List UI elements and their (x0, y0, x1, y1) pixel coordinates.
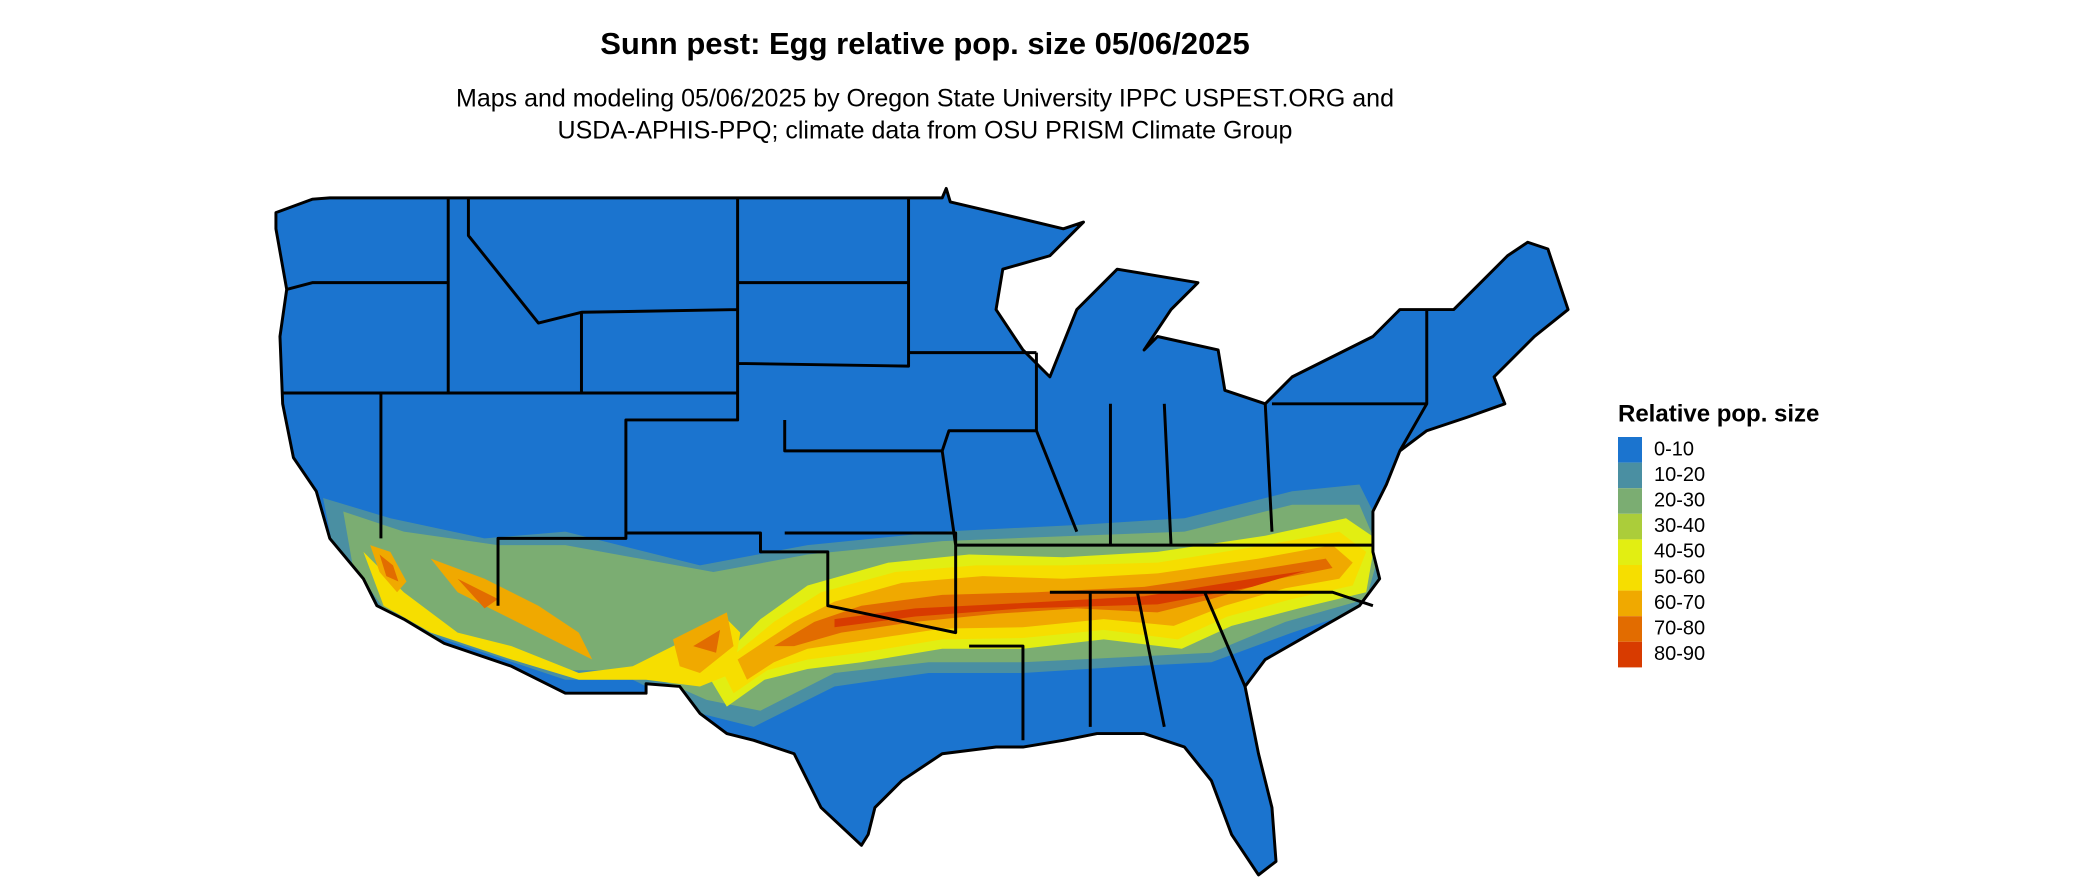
legend-swatch (1618, 590, 1642, 617)
legend-title: Relative pop. size (1618, 400, 1819, 427)
us-map (274, 186, 1570, 877)
state-borders (274, 186, 1570, 877)
legend-swatch (1618, 641, 1642, 668)
region-fill (370, 545, 734, 673)
legend-label: 40-50 (1654, 541, 1705, 563)
map-title: Sunn pest: Egg relative pop. size 05/06/… (600, 26, 1250, 61)
legend-swatch (1618, 513, 1642, 540)
legend-swatch (1618, 616, 1642, 642)
legend-label: 80-90 (1654, 643, 1705, 665)
legend-swatch (1618, 437, 1642, 463)
legend-label: 60-70 (1654, 592, 1705, 614)
region-fill (363, 551, 741, 687)
legend-swatch (1618, 539, 1642, 565)
legend-label: 10-20 (1654, 464, 1705, 486)
legend: 0-10 10-20 20-30 30-40 40-50 50-60 60-70 70-80 8… (1618, 437, 1705, 668)
legend-swatch (1618, 488, 1642, 514)
legend-label: 30-40 (1654, 515, 1705, 537)
legend-label: 70-80 (1654, 617, 1705, 639)
legend-swatch (1618, 565, 1642, 591)
map-subtitle: USDA-APHIS-PPQ; climate data from OSU PR… (558, 117, 1293, 145)
legend-label: 50-60 (1654, 566, 1705, 588)
legend-label: 20-30 (1654, 489, 1705, 511)
legend-swatch (1618, 462, 1642, 489)
map-subtitle: Maps and modeling 05/06/2025 by Oregon S… (456, 85, 1394, 113)
region-fill (834, 570, 1306, 628)
legend-label: 0-10 (1654, 438, 1694, 460)
